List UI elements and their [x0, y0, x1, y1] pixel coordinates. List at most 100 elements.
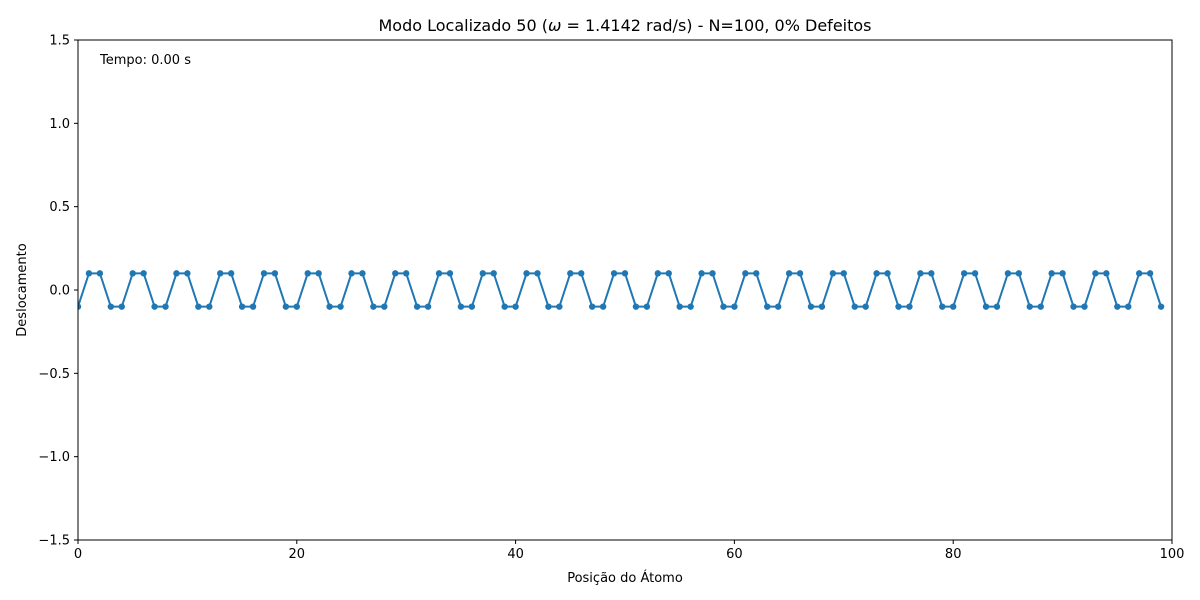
y-tick-label: 0.5: [49, 200, 70, 215]
data-point: [293, 303, 300, 310]
data-point: [709, 270, 716, 277]
data-point: [249, 303, 257, 310]
data-point: [906, 303, 913, 310]
data-point: [578, 270, 585, 277]
data-point: [468, 303, 476, 310]
data-point: [895, 303, 902, 310]
chart-title: Modo Localizado 50 (ω = 1.4142 rad/s) - …: [378, 16, 871, 35]
y-tick-label: −1.0: [38, 450, 70, 465]
data-point: [1146, 270, 1154, 277]
data-point: [742, 270, 749, 277]
data-point: [271, 270, 279, 277]
data-point: [873, 270, 880, 277]
data-point: [78, 303, 82, 310]
data-point: [950, 303, 957, 310]
data-point: [971, 270, 979, 277]
data-point: [862, 303, 869, 310]
data-point: [599, 303, 607, 310]
data-point: [993, 303, 1001, 310]
data-point: [982, 303, 990, 310]
data-point: [512, 303, 519, 310]
data-point: [567, 270, 574, 277]
data-point: [534, 270, 541, 277]
data-point: [457, 303, 465, 310]
data-point: [107, 303, 115, 310]
data-point: [140, 270, 147, 277]
data-point: [85, 270, 93, 277]
x-tick-label: 20: [289, 547, 306, 562]
data-point: [807, 303, 815, 310]
data-point: [785, 270, 793, 277]
data-point: [939, 303, 946, 310]
y-tick-label: 0.0: [49, 284, 70, 299]
data-point: [1135, 270, 1143, 277]
data-point: [118, 303, 125, 310]
data-point: [698, 270, 705, 277]
data-point: [151, 303, 158, 310]
data-point: [184, 270, 191, 277]
data-point: [1081, 303, 1088, 310]
data-point: [665, 270, 672, 277]
data-point: [1070, 303, 1077, 310]
data-point: [162, 303, 169, 310]
data-point: [829, 270, 837, 277]
data-point: [610, 270, 618, 277]
data-point: [621, 270, 629, 277]
data-point: [720, 303, 727, 310]
data-point: [1114, 303, 1121, 310]
y-tick-label: 1.5: [49, 34, 70, 49]
data-point: [1037, 303, 1044, 310]
data-point: [774, 303, 782, 310]
data-point: [851, 303, 858, 310]
data-point: [731, 303, 738, 310]
data-point: [392, 270, 399, 277]
x-tick-label: 60: [726, 547, 743, 562]
data-point: [282, 303, 290, 310]
data-point: [884, 270, 891, 277]
data-point: [796, 270, 804, 277]
data-point: [545, 303, 552, 310]
data-point: [435, 270, 443, 277]
data-point: [260, 270, 268, 277]
data-point: [1004, 270, 1012, 277]
data-point: [556, 303, 563, 310]
x-tick-label: 80: [945, 547, 962, 562]
data-point: [446, 270, 454, 277]
data-point: [479, 270, 486, 277]
data-point: [643, 303, 651, 310]
x-tick-label: 100: [1160, 547, 1185, 562]
x-axis-label: Posição do Átomo: [567, 570, 683, 586]
data-point: [348, 270, 355, 277]
x-tick-label: 0: [74, 547, 82, 562]
data-point: [195, 303, 202, 310]
data-point: [654, 270, 662, 277]
data-point: [359, 270, 366, 277]
data-point: [1015, 270, 1023, 277]
data-point: [960, 270, 968, 277]
data-point: [315, 270, 322, 277]
data-point: [753, 270, 760, 277]
data-point: [1059, 270, 1066, 277]
x-tick-label: 40: [507, 547, 524, 562]
data-point: [403, 270, 410, 277]
y-tick-label: −1.5: [38, 534, 70, 549]
data-point: [917, 270, 924, 277]
data-point: [687, 303, 694, 310]
data-point: [1048, 270, 1055, 277]
data-point: [588, 303, 596, 310]
y-tick-label: 1.0: [49, 117, 70, 132]
data-point: [1103, 270, 1110, 277]
series-group: [78, 270, 1165, 310]
data-point: [490, 270, 497, 277]
data-point: [173, 270, 180, 277]
data-point: [764, 303, 771, 310]
data-point: [1092, 270, 1099, 277]
data-point: [227, 270, 235, 277]
data-point: [337, 303, 344, 310]
data-point: [206, 303, 213, 310]
data-point: [676, 303, 683, 310]
data-point: [1157, 303, 1165, 310]
data-point: [632, 303, 640, 310]
